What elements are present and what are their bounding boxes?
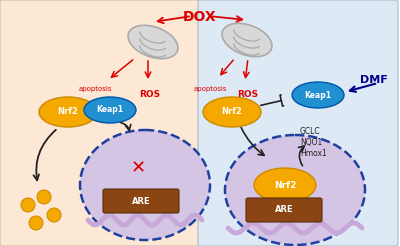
- Text: Keap1: Keap1: [96, 106, 124, 114]
- Text: ROS: ROS: [238, 90, 258, 99]
- Text: ROS: ROS: [140, 90, 160, 99]
- Ellipse shape: [84, 97, 136, 123]
- FancyBboxPatch shape: [0, 0, 200, 246]
- FancyBboxPatch shape: [246, 198, 322, 222]
- Ellipse shape: [37, 190, 51, 204]
- Text: DMF: DMF: [360, 75, 388, 85]
- Ellipse shape: [203, 97, 261, 127]
- Text: Nrf2: Nrf2: [222, 108, 242, 117]
- Text: NQO1: NQO1: [300, 138, 322, 147]
- Ellipse shape: [225, 135, 365, 245]
- Ellipse shape: [39, 97, 97, 127]
- Text: GCLC: GCLC: [300, 127, 321, 136]
- Text: Keap1: Keap1: [304, 91, 332, 99]
- FancyBboxPatch shape: [103, 189, 179, 213]
- Text: ✕: ✕: [130, 159, 146, 177]
- Ellipse shape: [292, 82, 344, 108]
- Text: ARE: ARE: [275, 205, 293, 215]
- Text: apoptosis: apoptosis: [193, 86, 227, 92]
- Text: Nrf2: Nrf2: [274, 181, 296, 189]
- Ellipse shape: [21, 198, 35, 212]
- Text: Nrf2: Nrf2: [58, 108, 78, 117]
- Ellipse shape: [254, 168, 316, 202]
- Ellipse shape: [222, 23, 272, 57]
- Text: Hmox1: Hmox1: [300, 149, 327, 158]
- Text: ARE: ARE: [132, 197, 150, 205]
- Text: DOX: DOX: [183, 10, 217, 24]
- Ellipse shape: [47, 208, 61, 222]
- Ellipse shape: [128, 25, 178, 59]
- Ellipse shape: [29, 216, 43, 230]
- Text: apoptosis: apoptosis: [78, 86, 112, 92]
- FancyBboxPatch shape: [198, 0, 398, 246]
- Ellipse shape: [80, 130, 210, 240]
